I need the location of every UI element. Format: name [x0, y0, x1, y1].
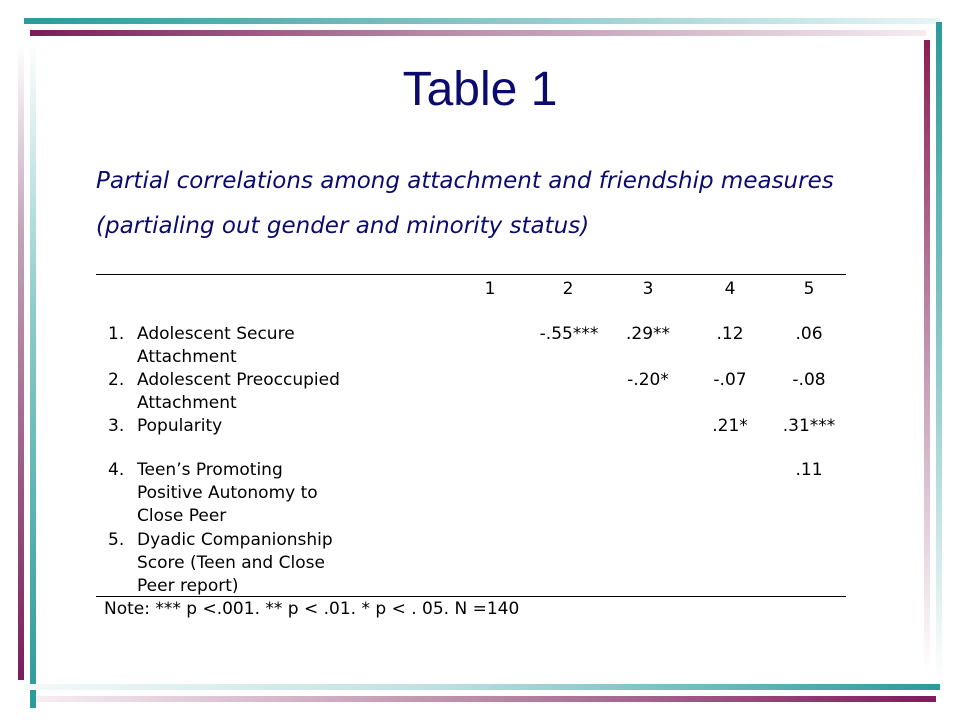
row-label-5-line-1: Dyadic Companionship — [137, 530, 333, 550]
row-number-1: 1. — [108, 324, 125, 344]
column-header-4: 4 — [724, 279, 736, 299]
frame-bar-left-plum — [18, 44, 24, 680]
column-header-5: 5 — [803, 279, 815, 299]
column-header-3: 3 — [642, 279, 654, 299]
table-caption-line-1: Partial correlations among attachment an… — [96, 168, 834, 194]
frame-bar-left-teal — [30, 40, 36, 708]
row-label-2-line-1: Adolescent Preoccupied — [137, 370, 340, 390]
table-caption-line-2: (partialing out gender and minority stat… — [96, 213, 590, 239]
row-label-4-line-2: Positive Autonomy to — [137, 483, 318, 503]
cell-r1-c2: -.55*** — [539, 324, 599, 344]
frame-bar-right-teal — [936, 22, 942, 682]
frame-bar-bottom-teal — [24, 684, 940, 690]
cell-r1-c4: .12 — [716, 324, 744, 344]
row-label-5-line-3: Peer report) — [137, 576, 239, 596]
table-top-rule — [96, 274, 846, 275]
cell-r1-c5: .06 — [795, 324, 823, 344]
row-label-2-line-2: Attachment — [137, 393, 237, 413]
cell-r3-c4: .21* — [712, 416, 748, 436]
row-label-4-line-1: Teen’s Promoting — [137, 460, 283, 480]
frame-bar-bottom-plum — [36, 696, 936, 702]
cell-r1-c3: .29** — [625, 324, 671, 344]
cell-r2-c5: -.08 — [792, 370, 826, 390]
column-header-2: 2 — [562, 279, 574, 299]
row-number-5: 5. — [108, 530, 125, 550]
row-number-2: 2. — [108, 370, 125, 390]
cell-r3-c5: .31*** — [782, 416, 836, 436]
table-note: Note: *** p <.001. ** p < .01. * p < . 0… — [104, 599, 520, 619]
slide-title: Table 1 — [402, 63, 558, 116]
cell-r4-c5: .11 — [795, 460, 823, 480]
frame-bar-top-teal — [24, 18, 940, 24]
cell-r2-c3: -.20* — [627, 370, 669, 390]
column-header-1: 1 — [484, 279, 496, 299]
frame-bar-top-plum — [30, 30, 926, 36]
row-label-4-line-3: Close Peer — [137, 506, 227, 526]
row-label-1-line-2: Attachment — [137, 347, 237, 367]
row-label-1-line-1: Adolescent Secure — [137, 324, 295, 344]
row-number-3: 3. — [108, 416, 125, 436]
cell-r2-c4: -.07 — [713, 370, 747, 390]
row-label-3-line-1: Popularity — [137, 416, 223, 436]
row-label-5-line-2: Score (Teen and Close — [137, 553, 325, 573]
row-number-4: 4. — [108, 460, 125, 480]
frame-bar-right-plum — [924, 40, 930, 670]
table-bottom-rule — [96, 596, 846, 597]
